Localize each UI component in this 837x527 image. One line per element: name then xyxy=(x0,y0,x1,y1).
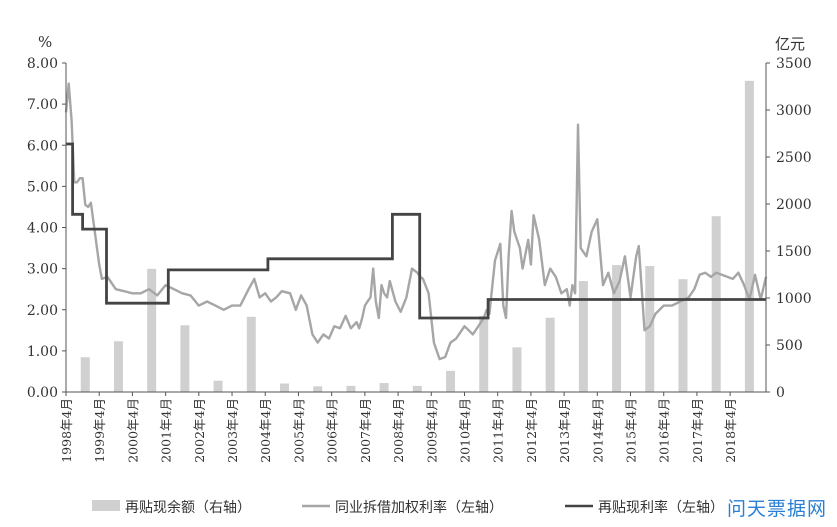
bar-rediscount-balance xyxy=(213,380,223,392)
legend-item: 再贴现利率（左轴） xyxy=(565,499,724,516)
x-axis-tick-label: 2015年4月 xyxy=(624,398,639,463)
x-axis-tick-label: 2010年4月 xyxy=(457,398,472,463)
bar-rediscount-balance xyxy=(678,279,688,392)
right-axis-tick-label: 0 xyxy=(776,385,785,401)
right-axis-tick-label: 2500 xyxy=(776,150,812,166)
left-axis-tick-label: 4.00 xyxy=(27,221,58,237)
bar-rediscount-balance xyxy=(412,385,422,392)
right-axis-tick-label: 2000 xyxy=(776,197,812,213)
bar-rediscount-balance xyxy=(578,281,588,392)
line-rediscount-rate xyxy=(66,142,766,320)
line-series-group xyxy=(64,82,768,361)
bar-rediscount-balance xyxy=(280,383,290,392)
x-axis-tick-label: 2002年4月 xyxy=(192,398,207,463)
x-axis-tick-label: 2001年4月 xyxy=(159,398,174,463)
bar-rediscount-balance xyxy=(246,316,256,392)
axes-group: 0.00 1.00 2.00 3.00 4.00 5.00 6.00 7.00 8.00 0 500… xyxy=(27,56,812,463)
x-axis-tick-label: 2011年4月 xyxy=(491,398,506,463)
bar-rediscount-balance xyxy=(313,386,323,392)
line-interbank-rate xyxy=(64,82,768,361)
right-axis-tick-label: 1000 xyxy=(776,291,812,307)
legend: 再贴现余额（右轴） 同业拆借加权利率（左轴） 再贴现利率（左轴） xyxy=(92,499,724,516)
x-axis-tick-label: 2000年4月 xyxy=(125,398,140,463)
legend-item: 同业拆借加权利率（左轴） xyxy=(302,499,503,516)
x-axis-tick-label: 2016年4月 xyxy=(657,398,672,463)
x-axis-tick-label: 2005年4月 xyxy=(291,398,306,463)
legend-label: 再贴现利率（左轴） xyxy=(598,499,724,516)
right-axis-tick-label: 3000 xyxy=(776,103,812,119)
right-axis-unit: 亿元 xyxy=(775,35,806,53)
legend-item: 再贴现余额（右轴） xyxy=(92,499,251,516)
left-axis-tick-label: 7.00 xyxy=(27,97,58,113)
x-axis-tick-label: 2008年4月 xyxy=(391,398,406,463)
bar-rediscount-balance xyxy=(147,268,157,392)
x-axis-tick-label: 1999年4月 xyxy=(92,398,107,463)
bar-rediscount-balance xyxy=(479,315,489,392)
x-axis-tick-label: 2004年4月 xyxy=(258,398,273,463)
bar-rediscount-balance xyxy=(80,357,90,392)
left-axis-tick-label: 0.00 xyxy=(27,385,58,401)
left-axis-tick-label: 5.00 xyxy=(27,179,58,195)
legend-label: 同业拆借加权利率（左轴） xyxy=(335,499,503,516)
x-axis-tick-label: 2007年4月 xyxy=(358,398,373,463)
x-axis-tick-label: 2009年4月 xyxy=(424,398,439,463)
x-axis-tick-label: 2013年4月 xyxy=(557,398,572,463)
x-axis-tick-label: 2018年4月 xyxy=(723,398,738,463)
bar-rediscount-balance xyxy=(379,383,389,392)
left-axis-tick-label: 1.00 xyxy=(27,344,58,360)
x-axis-tick-label: 2012年4月 xyxy=(524,398,539,463)
bar-rediscount-balance xyxy=(744,80,754,393)
x-axis-tick-label: 2006年4月 xyxy=(325,398,340,463)
x-axis-tick-label: 2014年4月 xyxy=(590,398,605,463)
left-axis-tick-label: 6.00 xyxy=(27,138,58,154)
bar-rediscount-balance xyxy=(545,317,555,392)
bar-rediscount-balance xyxy=(446,370,456,392)
x-axis-tick-label: 2003年4月 xyxy=(225,398,240,463)
bar-rediscount-balance xyxy=(113,341,123,392)
right-axis-tick-label: 1500 xyxy=(776,244,812,260)
legend-swatch-bar xyxy=(92,500,120,511)
left-axis-unit: % xyxy=(38,33,53,51)
bar-rediscount-balance xyxy=(711,216,721,392)
left-axis-tick-label: 8.00 xyxy=(27,56,58,72)
bar-rediscount-balance xyxy=(180,325,190,392)
bar-rediscount-balance xyxy=(512,347,522,392)
x-axis-tick-label: 1998年4月 xyxy=(59,398,74,463)
left-axis-tick-label: 2.00 xyxy=(27,303,58,319)
legend-label: 再贴现余额（右轴） xyxy=(125,499,251,516)
right-axis-tick-label: 500 xyxy=(776,338,803,354)
watermark-logo: 问天票据网 xyxy=(726,498,827,520)
bar-series-rediscount-balance xyxy=(80,80,754,393)
bar-rediscount-balance xyxy=(346,385,356,392)
x-axis-tick-label: 2017年4月 xyxy=(690,398,705,463)
bar-rediscount-balance xyxy=(645,266,655,392)
right-axis-tick-label: 3500 xyxy=(776,56,812,72)
bar-rediscount-balance xyxy=(612,265,622,392)
left-axis-tick-label: 3.00 xyxy=(27,262,58,278)
